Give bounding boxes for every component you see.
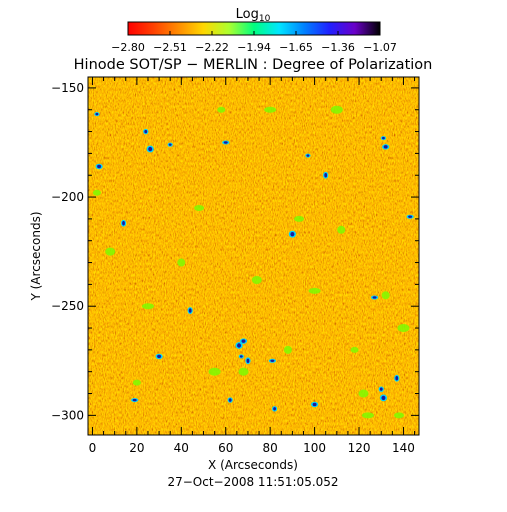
dark-patch — [408, 215, 413, 218]
dark-patch — [381, 395, 386, 401]
dark-patch — [168, 143, 172, 146]
y-tick-label: −300 — [51, 408, 84, 422]
green-patch — [217, 106, 226, 113]
x-tick-label: 80 — [263, 441, 278, 455]
dark-patch — [312, 402, 317, 407]
colorbar: Log10 −2.80 −2.51 −2.22 −1.94 −1.65 −1.36 −1.0… — [111, 7, 397, 54]
green-patch — [208, 367, 221, 376]
colorbar-gradient — [128, 22, 380, 35]
dark-patch — [383, 145, 388, 149]
x-tick-label: 20 — [129, 441, 144, 455]
dark-patch — [228, 398, 232, 402]
dark-patch — [188, 308, 192, 313]
green-patch — [361, 412, 374, 419]
green-patch — [358, 389, 369, 398]
dark-patch — [372, 296, 377, 299]
y-axis-label: Y (Arcseconds) — [29, 211, 43, 301]
y-axis: −150 −200 −250 −300 — [51, 81, 419, 422]
dark-patch — [379, 387, 383, 391]
green-patch — [92, 189, 101, 196]
green-patch — [251, 276, 262, 285]
green-patch — [381, 291, 390, 300]
green-patch — [350, 346, 359, 353]
map-texture — [88, 77, 419, 435]
y-tick-label: −150 — [51, 81, 84, 95]
dark-patch — [148, 146, 153, 152]
green-patch — [177, 258, 186, 267]
x-axis-label: X (Arcseconds) — [208, 458, 298, 472]
green-patch — [132, 379, 141, 386]
colorbar-tick-label: −2.22 — [195, 41, 229, 54]
dark-patch — [237, 343, 242, 348]
green-patch — [238, 367, 249, 376]
dark-patch — [97, 164, 102, 169]
green-patch — [264, 106, 277, 113]
dark-patch — [144, 129, 148, 134]
x-tick-label: 140 — [392, 441, 415, 455]
colorbar-label-main: Log — [236, 7, 259, 22]
x-axis: 0 20 40 60 80 100 120 140 — [89, 77, 416, 455]
dark-patch — [290, 231, 295, 237]
green-patch — [141, 303, 154, 310]
dark-patch — [246, 358, 250, 363]
y-tick-label: −250 — [51, 299, 84, 313]
green-patch — [105, 247, 116, 256]
green-patch — [397, 324, 410, 333]
timestamp: 27−Oct−2008 11:51:05.052 — [167, 475, 338, 489]
colorbar-label-sub: 10 — [259, 14, 271, 24]
x-tick-label: 40 — [174, 441, 189, 455]
green-patch — [283, 345, 292, 354]
green-patches — [92, 105, 410, 419]
dark-patch — [239, 355, 243, 358]
x-tick-label: 0 — [89, 441, 97, 455]
dark-patch — [132, 398, 137, 402]
green-patch — [394, 412, 405, 419]
colorbar-label: Log10 — [236, 7, 271, 24]
dark-patch — [95, 112, 99, 116]
dark-patch — [324, 173, 328, 178]
green-patch — [194, 204, 205, 211]
plot-frame — [87, 76, 420, 436]
dark-patch — [223, 141, 228, 144]
colorbar-tick-label: −1.94 — [237, 41, 271, 54]
y-tick-label: −200 — [51, 190, 84, 204]
colorbar-ticks: −2.80 −2.51 −2.22 −1.94 −1.65 −1.36 −1.07 — [111, 31, 397, 54]
dark-patch — [241, 339, 246, 343]
dark-patch — [273, 407, 277, 411]
green-patch — [337, 225, 346, 234]
plot-area: 0 20 40 60 80 100 120 140 −150 −200 −250 −300 — [51, 76, 420, 455]
dark-patches — [94, 112, 414, 412]
chart-title: Hinode SOT/SP − MERLIN : Degree of Polar… — [74, 57, 433, 73]
dark-patch — [395, 376, 399, 381]
colorbar-tick-label: −1.65 — [279, 41, 313, 54]
dark-patch — [122, 221, 125, 226]
dark-patch — [270, 359, 275, 362]
x-tick-label: 60 — [218, 441, 233, 455]
dark-patch — [306, 154, 310, 157]
green-patch — [308, 287, 321, 294]
x-tick-label: 100 — [303, 441, 326, 455]
dark-patch — [157, 354, 162, 359]
green-patch — [294, 215, 305, 222]
x-tick-label: 120 — [348, 441, 371, 455]
green-patch — [330, 105, 343, 114]
colorbar-tick-label: −1.36 — [321, 41, 355, 54]
dark-patch — [382, 136, 385, 140]
colorbar-tick-label: −2.80 — [111, 41, 145, 54]
colorbar-tick-label: −1.07 — [363, 41, 397, 54]
colorbar-tick-label: −2.51 — [153, 41, 187, 54]
